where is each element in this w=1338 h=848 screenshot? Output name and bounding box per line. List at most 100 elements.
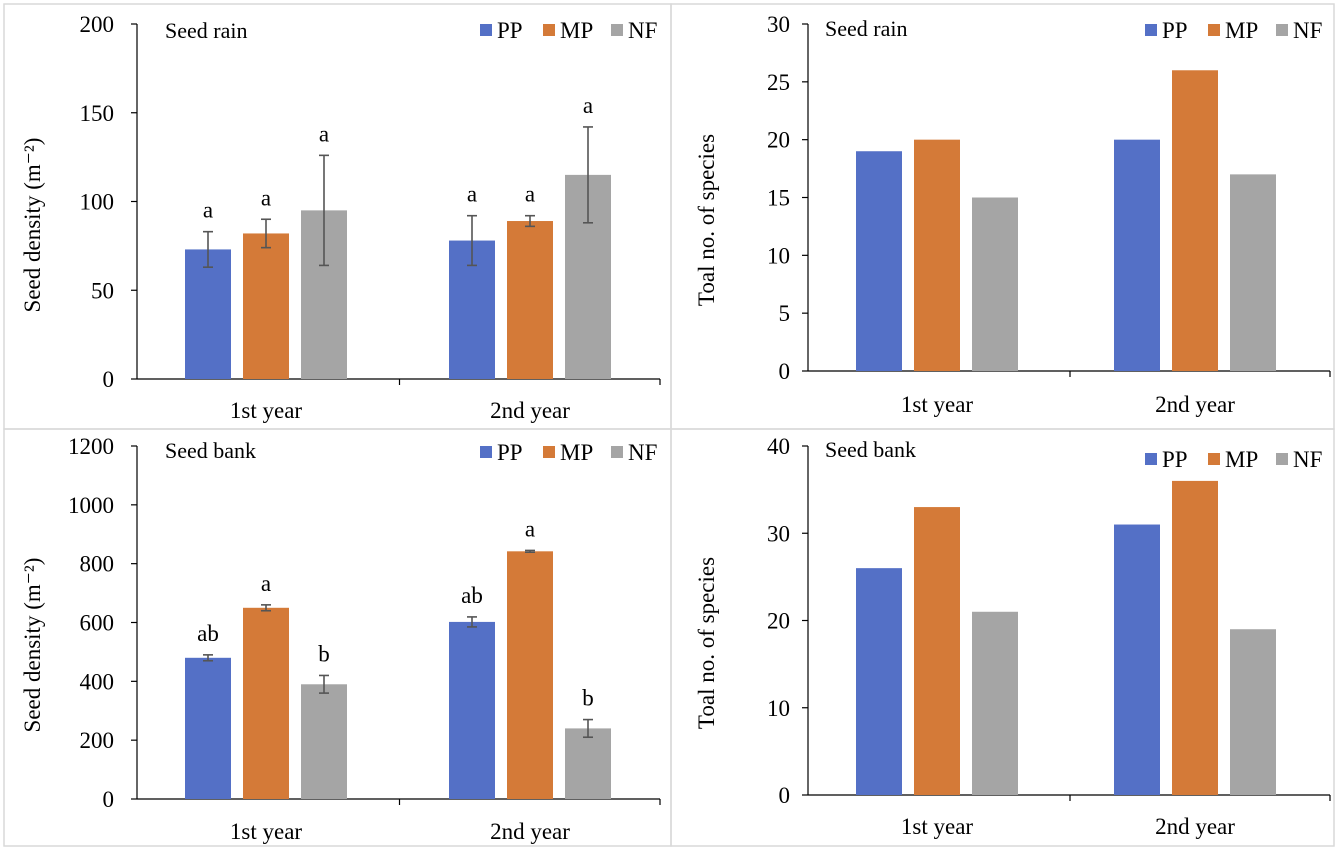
legend-label: PP xyxy=(497,18,523,43)
chart-panel-4: 0 10 20 30 40 1st year 2nd year Toal no. of spe… xyxy=(694,434,1331,839)
legend-swatch xyxy=(480,24,492,36)
y-tick-label: 30 xyxy=(767,521,790,546)
y-tick-label: 20 xyxy=(767,609,790,634)
bar-MP-2 xyxy=(507,221,553,379)
bar-MP-1 xyxy=(243,233,289,379)
legend-swatch xyxy=(611,24,623,36)
chart-panel-3: 0 200 400 600 800 1000 1200 1st year 2nd year See… xyxy=(20,434,661,844)
y-tick-label: 150 xyxy=(80,101,115,126)
bar-PP-1 xyxy=(856,568,902,795)
chart-title: Seed rain xyxy=(825,16,907,41)
legend-swatch xyxy=(1276,453,1288,465)
chart-panel-2: 0 5 10 15 20 25 30 1st year 2nd year Toal no. of … xyxy=(694,12,1331,417)
legend-label: NF xyxy=(1293,447,1322,472)
x-tick-label: 2nd year xyxy=(1155,392,1235,417)
legend-swatch xyxy=(543,24,555,36)
bar-MP-2 xyxy=(507,551,553,799)
y-axis-label: Seed density (m⁻²) xyxy=(20,558,45,733)
bar-NF-2 xyxy=(565,728,611,799)
y-tick-label: 0 xyxy=(103,367,115,392)
bar-MP-2 xyxy=(1172,70,1218,372)
panel-borders xyxy=(3,3,1335,847)
y-tick-label: 15 xyxy=(767,186,790,211)
panel-border-bottom-right xyxy=(670,428,1335,847)
y-tick-label: 0 xyxy=(779,783,791,808)
bar-PP-1 xyxy=(185,249,231,379)
x-tick-label: 1st year xyxy=(901,814,974,839)
bar-MP-1 xyxy=(914,139,960,371)
significance-label: a xyxy=(525,182,535,207)
significance-label: a xyxy=(203,198,213,223)
y-tick-label: 40 xyxy=(767,434,790,459)
bar-MP-1 xyxy=(243,607,289,799)
y-axis-label: Seed density (m⁻²) xyxy=(20,138,45,313)
significance-label: ab xyxy=(197,621,219,646)
legend-swatch xyxy=(1208,453,1220,465)
bar-NF-1 xyxy=(301,684,347,799)
y-tick-label: 10 xyxy=(767,696,790,721)
significance-label: a xyxy=(261,571,271,596)
legend-swatch xyxy=(1145,24,1157,36)
y-tick-label: 5 xyxy=(779,301,791,326)
y-tick-label: 400 xyxy=(80,669,115,694)
y-tick-label: 800 xyxy=(80,552,115,577)
significance-label: ab xyxy=(461,583,483,608)
legend-label: NF xyxy=(1293,18,1322,43)
bar-NF-1 xyxy=(972,197,1018,371)
significance-label: a xyxy=(261,185,271,210)
legend-label: PP xyxy=(1162,18,1188,43)
chart-panel-1: 0 50 100 150 200 1st year 2nd year Seed density… xyxy=(20,12,661,423)
bar-PP-1 xyxy=(856,151,902,371)
y-tick-label: 30 xyxy=(767,12,790,37)
bar-MP-1 xyxy=(914,507,960,795)
x-tick-label: 2nd year xyxy=(490,398,570,423)
legend-label: MP xyxy=(1225,447,1258,472)
bar-NF-1 xyxy=(972,611,1018,795)
legend-swatch xyxy=(1276,24,1288,36)
significance-label: b xyxy=(318,641,330,666)
y-tick-label: 100 xyxy=(80,190,115,215)
y-tick-label: 600 xyxy=(80,611,115,636)
y-tick-label: 1200 xyxy=(68,434,114,459)
chart-title: Seed rain xyxy=(165,18,247,43)
x-tick-label: 1st year xyxy=(230,398,303,423)
x-tick-label: 1st year xyxy=(901,392,974,417)
significance-label: a xyxy=(319,121,329,146)
legend-label: MP xyxy=(560,18,593,43)
chart-title: Seed bank xyxy=(165,438,256,463)
significance-label: a xyxy=(525,516,535,541)
y-tick-label: 20 xyxy=(767,128,790,153)
legend-label: PP xyxy=(1162,447,1188,472)
y-axis-label: Toal no. of species xyxy=(694,557,719,729)
chart-title: Seed bank xyxy=(825,437,916,462)
bar-PP-1 xyxy=(185,657,231,799)
y-tick-label: 25 xyxy=(767,70,790,95)
y-axis-label: Toal no. of species xyxy=(694,134,719,306)
bar-MP-2 xyxy=(1172,480,1218,795)
y-tick-label: 1000 xyxy=(68,493,114,518)
y-tick-label: 200 xyxy=(80,12,115,37)
y-tick-label: 50 xyxy=(91,278,114,303)
legend-swatch xyxy=(611,446,623,458)
y-tick-label: 0 xyxy=(103,787,115,812)
significance-label: b xyxy=(582,686,594,711)
bar-NF-2 xyxy=(1230,174,1276,371)
legend-swatch xyxy=(1145,453,1157,465)
bar-NF-2 xyxy=(1230,629,1276,795)
legend-swatch xyxy=(1208,24,1220,36)
x-tick-label: 2nd year xyxy=(1155,814,1235,839)
legend-label: MP xyxy=(560,440,593,465)
y-tick-label: 10 xyxy=(767,243,790,268)
x-tick-label: 1st year xyxy=(230,819,303,844)
legend-label: MP xyxy=(1225,18,1258,43)
legend-label: NF xyxy=(628,18,657,43)
bar-PP-2 xyxy=(1114,524,1160,795)
bar-PP-2 xyxy=(1114,139,1160,371)
legend-label: PP xyxy=(497,440,523,465)
y-tick-label: 0 xyxy=(779,359,791,384)
x-tick-label: 2nd year xyxy=(490,819,570,844)
y-tick-label: 200 xyxy=(80,728,115,753)
legend-swatch xyxy=(480,446,492,458)
legend-label: NF xyxy=(628,440,657,465)
